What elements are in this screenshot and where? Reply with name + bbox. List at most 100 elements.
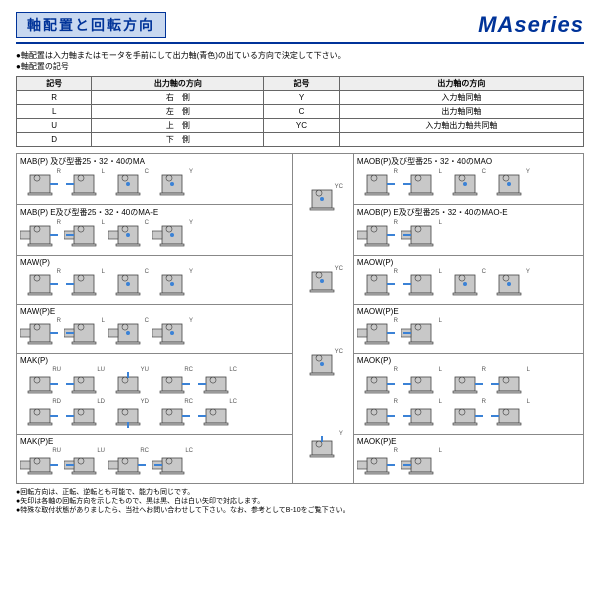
td: 左 側 [92,105,264,119]
unit-label: RD [52,399,61,405]
gearbox-icon: R [20,318,62,348]
gearbox-icon: RU [20,367,62,397]
left-column: MAB(P) 及び型番25・32・40のMA R L C Y [17,154,293,483]
intro-line2: ●軸配置の記号 [16,61,584,72]
td: D [17,133,92,147]
group-title: MAOK(P) [357,356,580,365]
gearbox-icon: RC [152,367,194,397]
group-mawe: MAW(P)E R L C Y [17,305,292,354]
gearbox-icon: R [357,269,399,299]
unit-label: LC [229,367,237,373]
th: 記号 [264,77,339,91]
gearbox-icon: L [489,367,531,397]
gearbox-icon: L [401,269,443,299]
gearbox-icon: LD [64,399,106,429]
th: 出力軸の方向 [92,77,264,91]
gearbox-icon: RC [108,448,150,478]
group-maok: MAOK(P) R L R L [354,354,583,435]
gearbox-icon: L [401,367,443,397]
td: 右 側 [92,91,264,105]
group-maobe: MAOB(P) E及び型番25・32・40のMAO-E R L [354,205,583,256]
group-title: MAOB(P)及び型番25・32・40のMAO [357,156,580,167]
unit-label: R [394,169,398,175]
unit-label: C [145,269,149,275]
group-maob: MAOB(P)及び型番25・32・40のMAO R L C Y [354,154,583,205]
unit-label: RU [52,367,61,373]
gearbox-icon: YU [108,367,150,397]
unit-label: R [394,269,398,275]
gearbox-icon: Y [152,220,194,250]
unit-label: L [527,367,530,373]
gearbox-icon: YC [302,184,344,214]
unit-label: L [439,169,442,175]
td: 入力軸出力軸共同軸 [339,119,583,133]
gearbox-icon: L [64,269,106,299]
group-maow: MAOW(P) R L C Y [354,256,583,305]
gearbox-icon: YC [302,266,344,296]
gearbox-icon: R [357,399,399,429]
unit-label: L [439,220,442,226]
unit-label: R [394,448,398,454]
unit-label: LC [185,448,193,454]
unit-label: YC [335,349,343,355]
unit-label: YC [335,184,343,190]
footnotes: ●回転方向は、正転、逆転とも可能で、能力も同じです。 ●矢印は各軸の回転方向を示… [16,488,584,515]
gearbox-icon: L [64,169,106,199]
gearbox-icon: Y [152,318,194,348]
unit-label: L [102,318,105,324]
gearbox-icon: R [357,220,399,250]
gearbox-icon: RU [20,448,62,478]
td: R [17,91,92,105]
group-title: MAOW(P)E [357,307,580,316]
gearbox-icon: YD [108,399,150,429]
unit-label: R [394,318,398,324]
td: 入力軸同軸 [339,91,583,105]
group-title: MAW(P) [20,258,289,267]
gearbox-icon: C [108,318,150,348]
unit-label: YC [335,266,343,272]
unit-label: L [527,399,530,405]
group-title: MAOK(P)E [357,437,580,446]
unit-label: L [102,220,105,226]
gearbox-icon: C [445,269,487,299]
code-table: 記号 出力軸の方向 記号 出力軸の方向 R 右 側 Y 入力軸同軸 L 左 側 … [16,76,584,147]
td: YC [264,119,339,133]
unit-label: R [482,367,486,373]
td: Y [264,91,339,105]
gearbox-icon: C [445,169,487,199]
gearbox-icon: C [108,220,150,250]
gearbox-icon: LC [196,367,238,397]
unit-label: L [439,367,442,373]
unit-label: Y [339,431,343,437]
group-mab: MAB(P) 及び型番25・32・40のMA R L C Y [17,154,292,205]
unit-label: LD [97,399,105,405]
th: 出力軸の方向 [339,77,583,91]
td: 上 側 [92,119,264,133]
unit-label: L [439,399,442,405]
gearbox-icon: RD [20,399,62,429]
unit-label: R [394,220,398,226]
group-maoke: MAOK(P)E R L [354,435,583,483]
gearbox-icon: Y [489,269,531,299]
unit-label: R [482,399,486,405]
group-title: MAB(P) 及び型番25・32・40のMA [20,156,289,167]
td [264,133,339,147]
gearbox-icon: Y [302,431,344,461]
unit-label: R [394,367,398,373]
group-title: MAB(P) E及び型番25・32・40のMA-E [20,207,289,218]
gearbox-icon: Y [152,169,194,199]
unit-label: R [57,269,61,275]
unit-label: YD [141,399,149,405]
diagram-sections: MAB(P) 及び型番25・32・40のMA R L C Y [16,153,584,484]
unit-label: C [482,169,486,175]
unit-label: Y [189,269,193,275]
unit-label: Y [189,169,193,175]
unit-label: Y [189,318,193,324]
group-maowe: MAOW(P)E R L [354,305,583,354]
gearbox-icon: R [357,318,399,348]
gearbox-icon: C [108,269,150,299]
intro-text: ●軸配置は入力軸またはモータを手前にして出力軸(青色)の出ている方向で決定して下… [16,50,584,72]
unit-label: Y [526,169,530,175]
unit-label: RU [52,448,61,454]
gearbox-icon: LC [152,448,194,478]
